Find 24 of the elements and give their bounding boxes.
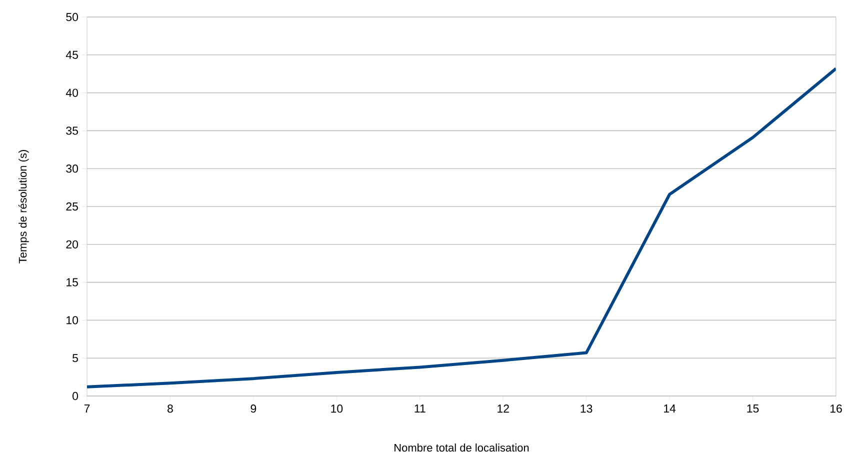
x-tick-label: 12 — [498, 404, 509, 413]
y-tick-label: 0 — [72, 392, 78, 400]
x-tick-label: 13 — [580, 404, 592, 413]
y-tick-label: 50 — [66, 12, 78, 22]
x-tick-label: 15 — [747, 404, 759, 413]
y-tick-label: 40 — [66, 88, 78, 97]
y-tick-label: 10 — [66, 316, 78, 324]
y-tick-label: 20 — [66, 240, 78, 248]
line-series — [87, 67, 836, 388]
y-tick-label: 15 — [66, 278, 78, 286]
y-tick-label: 25 — [66, 202, 78, 211]
x-tick-label: 10 — [331, 404, 343, 413]
x-tick-label: 14 — [664, 404, 676, 412]
y-tick-label: 30 — [66, 164, 78, 173]
y-tick-label: 45 — [66, 50, 78, 59]
y-axis-title: Temps de résolution (s) — [18, 150, 29, 264]
y-tick-label: 5 — [72, 354, 78, 362]
x-tick-label: 8 — [168, 404, 173, 413]
x-tick-label: 11 — [414, 404, 426, 412]
x-tick-label: 9 — [250, 404, 256, 413]
x-tick-label: 7 — [84, 404, 90, 412]
x-axis-title: Nombre total de localisation — [394, 444, 529, 452]
y-tick-label: 35 — [66, 126, 78, 135]
x-tick-label: 16 — [830, 404, 842, 413]
